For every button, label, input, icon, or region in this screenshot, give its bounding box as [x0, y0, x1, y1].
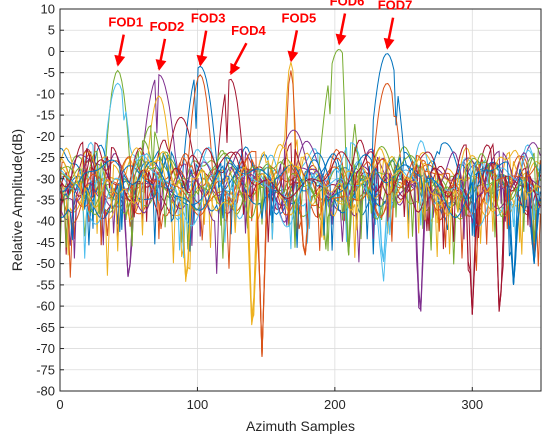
- fod-annotations: FOD1 FOD2 FOD3 FOD4 FOD5 FOD6 FOD7: [108, 0, 413, 76]
- y-tick-label: 0: [48, 44, 55, 59]
- y-tick-label: -50: [36, 256, 55, 271]
- annotation-arrow-head: [196, 54, 208, 67]
- series-line: [60, 116, 541, 315]
- annotation-arrow-head: [114, 54, 126, 67]
- annotation-label: FOD3: [191, 11, 226, 26]
- series-line: [60, 147, 541, 321]
- series-line: [60, 154, 541, 282]
- y-tick-label: -40: [36, 214, 55, 229]
- annotation-arrow-head: [155, 59, 167, 71]
- annotation-label: FOD5: [282, 10, 317, 25]
- y-tick-label: -75: [36, 362, 55, 377]
- annotation-label: FOD1: [108, 15, 143, 30]
- y-tick-label: -35: [36, 193, 55, 208]
- annotation-arrow-head: [335, 33, 347, 46]
- annotation-label: FOD2: [150, 19, 185, 34]
- annotation-fod4: FOD4: [229, 23, 267, 76]
- annotation-arrow-head: [230, 62, 241, 76]
- annotation-fod7: FOD7: [378, 0, 413, 50]
- series-line: [60, 150, 541, 358]
- annotation-label: FOD6: [330, 0, 365, 8]
- x-tick-label: 200: [324, 397, 346, 412]
- annotation-fod2: FOD2: [150, 19, 185, 71]
- y-tick-label: -80: [36, 384, 55, 399]
- y-tick-label: -5: [43, 65, 55, 80]
- annotation-fod6: FOD6: [330, 0, 365, 46]
- y-tick-label: -70: [36, 341, 55, 356]
- series-line: [60, 141, 541, 315]
- series-line: [60, 48, 541, 265]
- series-line: [60, 78, 541, 315]
- y-tick-label: 5: [48, 23, 55, 38]
- series-group: [60, 48, 541, 358]
- annotation-label: FOD7: [378, 0, 413, 13]
- annotation-arrow-head: [383, 37, 395, 50]
- x-tick-label: 300: [461, 397, 483, 412]
- y-tick-label: -60: [36, 299, 55, 314]
- x-tick-label: 0: [56, 397, 63, 412]
- annotation-label: FOD4: [231, 23, 266, 38]
- y-tick-label: -25: [36, 150, 55, 165]
- x-axis-ticks: 0 100 200 300: [56, 387, 483, 412]
- series-line: [60, 73, 541, 358]
- annotation-arrow-head: [287, 50, 299, 63]
- series-line: [60, 154, 541, 285]
- y-tick-label: 10: [41, 2, 55, 17]
- y-tick-label: -15: [36, 108, 55, 123]
- y-tick-label: -10: [36, 86, 55, 101]
- y-tick-label: -30: [36, 171, 55, 186]
- y-axis-ticks: 10 5 0 -5 -10 -15 -20 -25 -30 -35 -40 -45 -50 -55 -60 -…: [36, 2, 64, 399]
- y-tick-label: -20: [36, 129, 55, 144]
- x-tick-label: 100: [187, 397, 209, 412]
- series-line: [60, 70, 541, 358]
- y-tick-label: -45: [36, 235, 55, 250]
- annotation-fod5: FOD5: [282, 10, 317, 63]
- x-axis-label: Azimuth Samples: [246, 418, 355, 434]
- y-axis-label: Relative Amplitude(dB): [9, 129, 25, 271]
- y-tick-label: -65: [36, 320, 55, 335]
- annotation-fod3: FOD3: [191, 11, 226, 67]
- annotation-fod1: FOD1: [108, 15, 143, 67]
- series-line: [60, 150, 541, 256]
- y-tick-label: -55: [36, 277, 55, 292]
